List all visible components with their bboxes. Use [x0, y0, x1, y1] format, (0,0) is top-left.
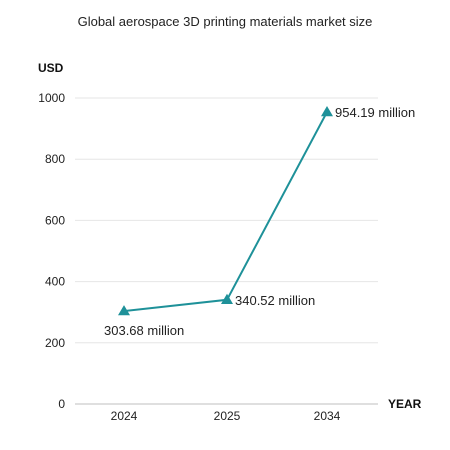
chart-title: Global aerospace 3D printing materials m…	[78, 14, 373, 29]
data-label-2034: 954.19 million	[335, 105, 415, 120]
data-point-2034	[321, 106, 333, 117]
y-tick-labels: 0 200 400 600 800 1000	[38, 91, 65, 411]
data-label-2025: 340.52 million	[235, 293, 315, 308]
y-tick-label: 200	[45, 336, 65, 350]
y-tick-label: 1000	[38, 91, 65, 105]
y-tick-label: 0	[58, 397, 65, 411]
series-line	[118, 106, 333, 316]
grid-lines	[75, 97, 378, 405]
x-tick-label: 2024	[111, 409, 138, 423]
x-axis-title: YEAR	[388, 397, 422, 411]
x-tick-labels: 2024 2025 2034	[111, 409, 341, 423]
data-label-2024: 303.68 million	[104, 323, 184, 338]
x-tick-label: 2034	[314, 409, 341, 423]
y-tick-label: 400	[45, 275, 65, 289]
data-point-2025	[221, 293, 233, 305]
y-tick-label: 600	[45, 213, 65, 227]
data-labels: 303.68 million 340.52 million 954.19 milli…	[104, 105, 415, 338]
x-tick-label: 2025	[214, 409, 241, 423]
data-point-2024	[118, 305, 130, 316]
y-axis-title: USD	[38, 61, 64, 75]
y-tick-label: 800	[45, 152, 65, 166]
